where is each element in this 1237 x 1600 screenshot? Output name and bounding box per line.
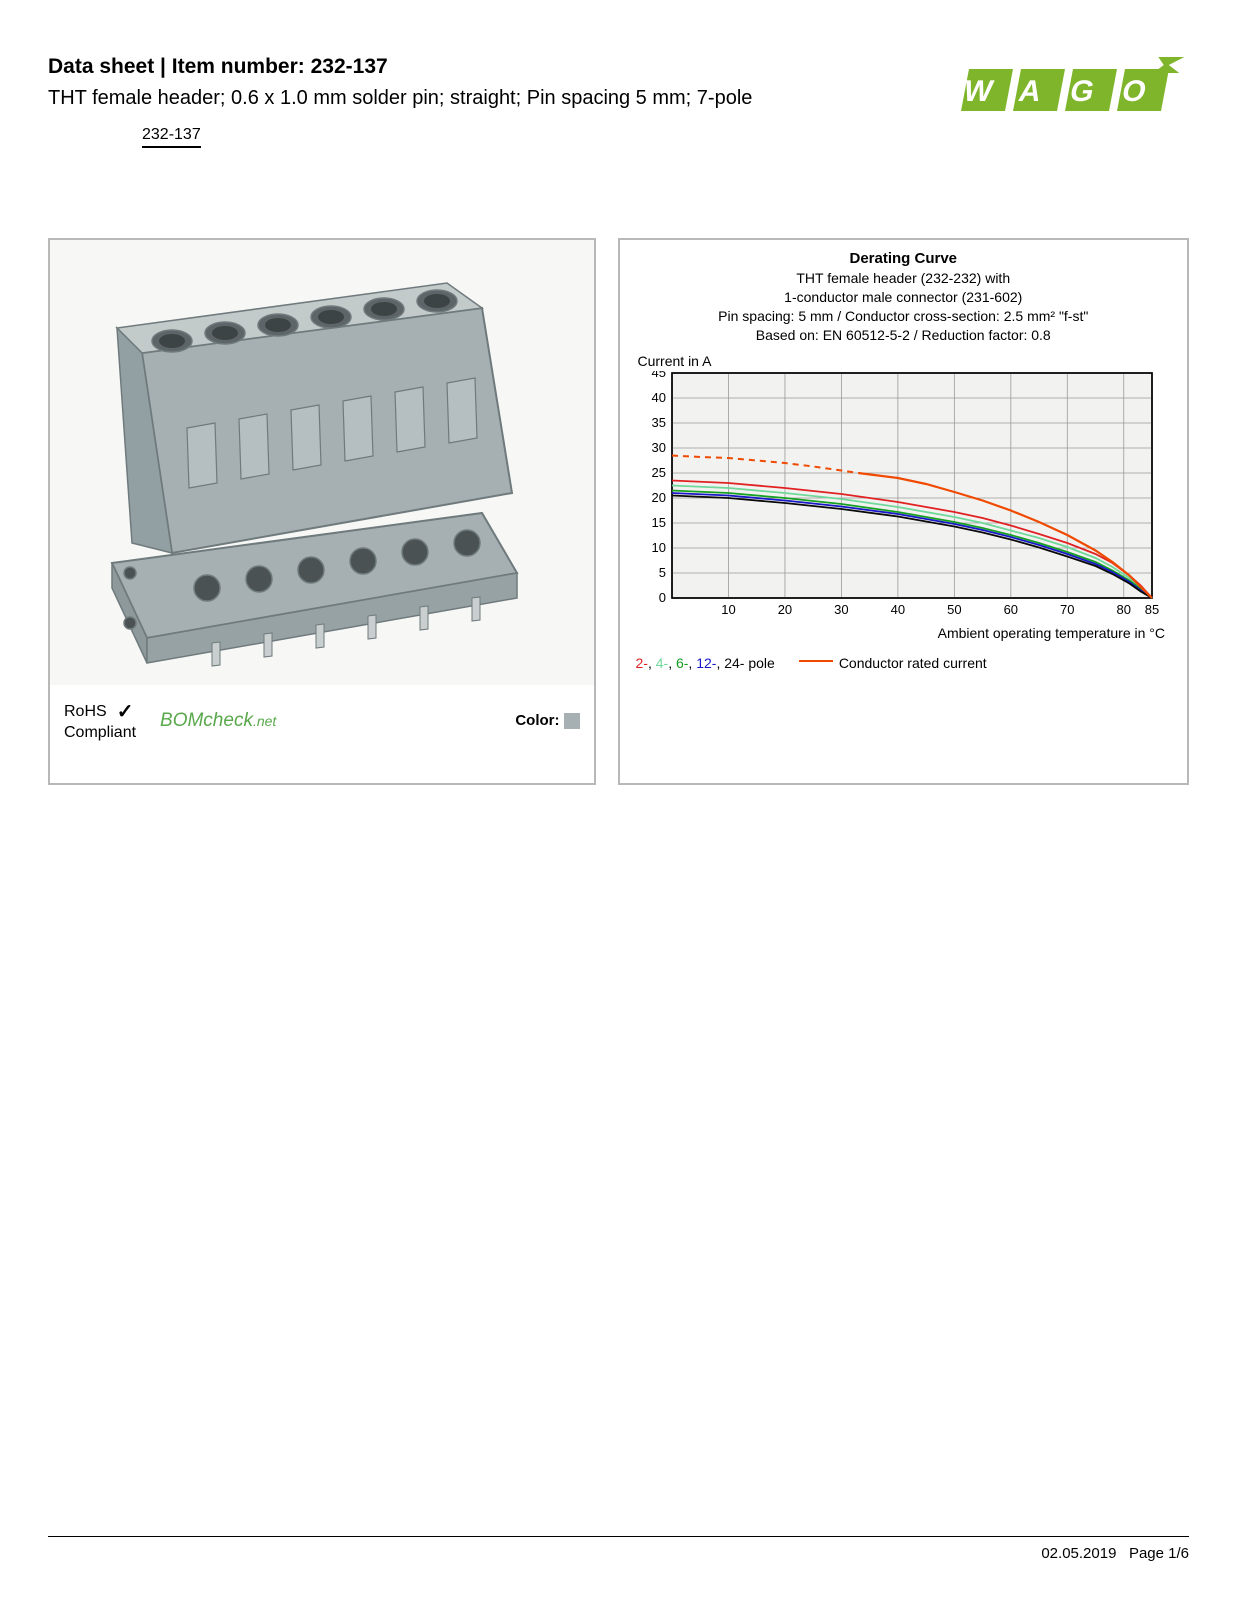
rohs-text: RoHS bbox=[64, 703, 107, 721]
svg-text:10: 10 bbox=[721, 602, 735, 617]
footer-date: 02.05.2019 bbox=[1041, 1545, 1116, 1562]
svg-text:20: 20 bbox=[777, 602, 791, 617]
x-axis-label: Ambient operating temperature in °C bbox=[632, 625, 1166, 641]
color-indicator: Color: bbox=[515, 712, 579, 729]
legend-pole-6: 6- bbox=[676, 655, 688, 671]
svg-text:45: 45 bbox=[651, 371, 665, 380]
footer-page: Page 1/6 bbox=[1129, 1545, 1189, 1562]
chart-sub2: 1-conductor male connector (231-602) bbox=[632, 288, 1176, 307]
svg-text:25: 25 bbox=[651, 465, 665, 480]
svg-text:35: 35 bbox=[651, 415, 665, 430]
bomcheck-suffix: .net bbox=[253, 713, 276, 729]
svg-text:70: 70 bbox=[1060, 602, 1074, 617]
chart-title: Derating Curve bbox=[632, 250, 1176, 267]
chart-sub1: THT female header (232-232) with bbox=[632, 269, 1176, 288]
header-text: Data sheet | Item number: 232-137 THT fe… bbox=[48, 55, 959, 148]
info-row: RoHS ✓ Compliant BOMcheck.net Color: bbox=[50, 685, 594, 780]
svg-text:0: 0 bbox=[658, 590, 665, 605]
wago-logo-svg: WAGO bbox=[959, 55, 1189, 115]
svg-text:5: 5 bbox=[658, 565, 665, 580]
legend-pole-4: 4- bbox=[656, 655, 668, 671]
svg-text:30: 30 bbox=[834, 602, 848, 617]
derating-chart: 0 5 10 15 20 25 30 35 40 45 10 20 30 40 50 60 70 80 85 bbox=[632, 371, 1172, 621]
legend-conductor-label: Conductor rated current bbox=[839, 655, 987, 671]
legend: 2-, 4-, 6-, 12-, 24- pole Conductor rate… bbox=[632, 655, 1176, 671]
svg-text:60: 60 bbox=[1003, 602, 1017, 617]
color-label-text: Color: bbox=[515, 712, 559, 729]
footer: 02.05.2019 Page 1/6 bbox=[48, 1536, 1189, 1562]
header: Data sheet | Item number: 232-137 THT fe… bbox=[48, 55, 1189, 148]
svg-text:50: 50 bbox=[947, 602, 961, 617]
product-image bbox=[50, 240, 594, 685]
legend-pole-24: 24- bbox=[724, 655, 744, 671]
title-prefix: Data sheet | Item number: bbox=[48, 55, 311, 78]
color-swatch bbox=[564, 713, 580, 729]
subtitle: THT female header; 0.6 x 1.0 mm solder p… bbox=[48, 85, 768, 112]
page-title: Data sheet | Item number: 232-137 bbox=[48, 55, 959, 79]
svg-text:15: 15 bbox=[651, 515, 665, 530]
wago-logo: WAGO bbox=[959, 55, 1189, 120]
svg-text:85: 85 bbox=[1144, 602, 1158, 617]
chart-panel: Derating Curve THT female header (232-23… bbox=[618, 238, 1190, 785]
title-item-number: 232-137 bbox=[311, 55, 388, 78]
y-axis-label: Current in A bbox=[638, 353, 1176, 369]
product-svg bbox=[52, 243, 592, 683]
svg-text:30: 30 bbox=[651, 440, 665, 455]
legend-pole-12: 12- bbox=[696, 655, 716, 671]
check-icon: ✓ bbox=[117, 699, 134, 724]
legend-conductor-line bbox=[799, 660, 833, 662]
bomcheck-logo: BOMcheck.net bbox=[160, 710, 276, 732]
chart-sub3: Pin spacing: 5 mm / Conductor cross-sect… bbox=[632, 307, 1176, 326]
rohs-compliant: RoHS ✓ Compliant bbox=[64, 699, 136, 742]
legend-poles-suffix: pole bbox=[744, 655, 774, 671]
legend-pole-2: 2- bbox=[636, 655, 648, 671]
svg-text:10: 10 bbox=[651, 540, 665, 555]
svg-text:40: 40 bbox=[890, 602, 904, 617]
chart-sub4: Based on: EN 60512-5-2 / Reduction facto… bbox=[632, 326, 1176, 345]
chart-area: Current in A 0 5 10 15 20 25 30 35 40 45 10 20 30 40 5… bbox=[632, 353, 1176, 641]
product-panel: RoHS ✓ Compliant BOMcheck.net Color: bbox=[48, 238, 596, 785]
compliant-text: Compliant bbox=[64, 724, 136, 742]
panels: RoHS ✓ Compliant BOMcheck.net Color: Der… bbox=[48, 238, 1189, 785]
legend-poles: 2-, 4-, 6-, 12-, 24- pole bbox=[636, 655, 775, 671]
svg-text:40: 40 bbox=[651, 390, 665, 405]
item-badge: 232-137 bbox=[142, 126, 201, 148]
bomcheck-text: BOMcheck bbox=[160, 710, 253, 731]
svg-text:20: 20 bbox=[651, 490, 665, 505]
svg-text:80: 80 bbox=[1116, 602, 1130, 617]
